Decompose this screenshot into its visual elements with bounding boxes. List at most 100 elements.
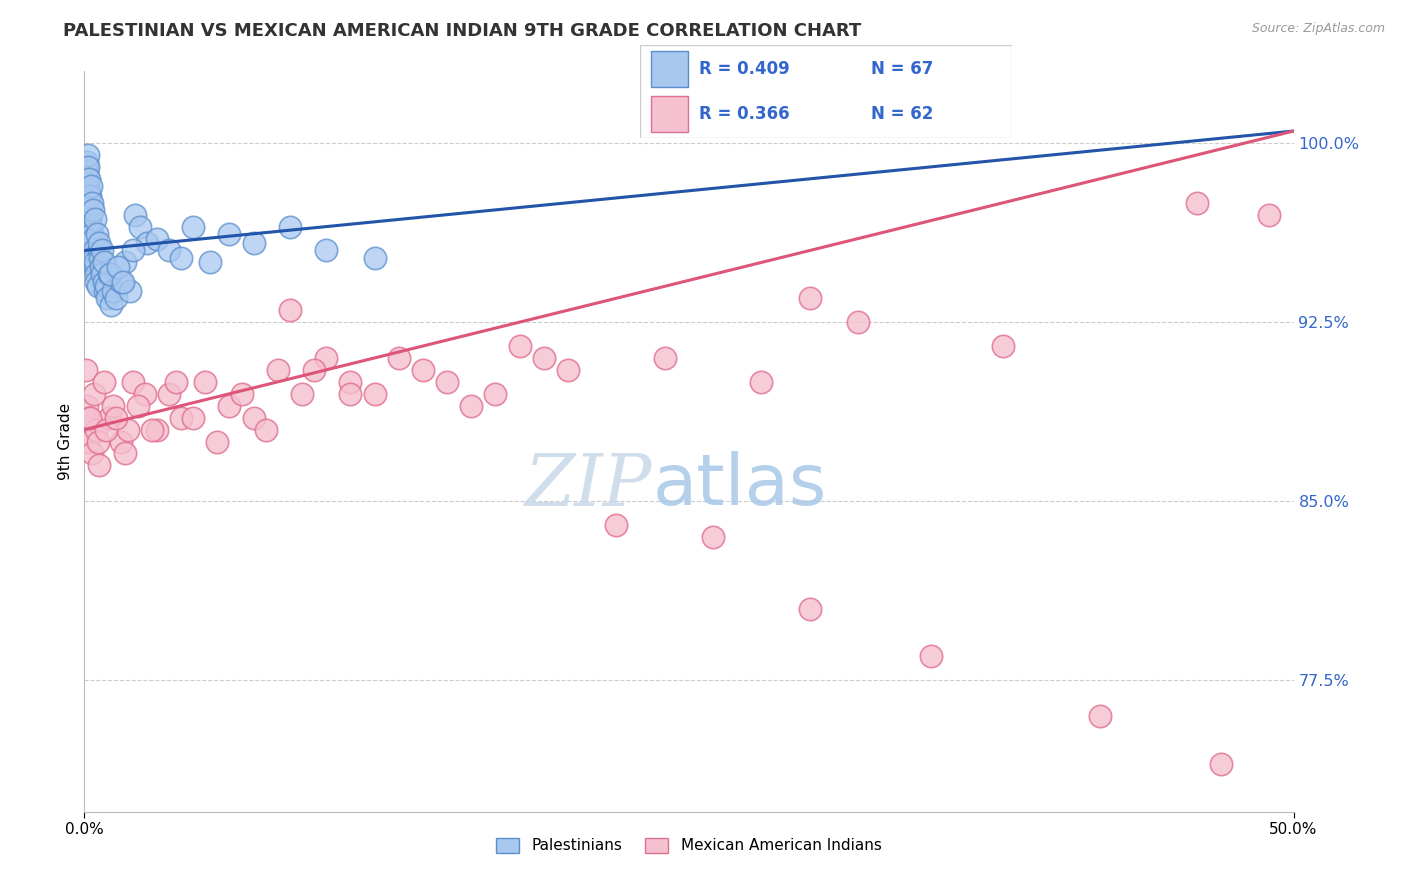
Point — [339, 386, 361, 401]
Point — [267, 363, 290, 377]
Point — [157, 244, 180, 258]
Point — [436, 375, 458, 389]
Point — [231, 386, 253, 401]
Point — [98, 268, 121, 282]
Point — [120, 284, 142, 298]
Point — [75, 363, 97, 377]
Point — [97, 410, 120, 425]
Point — [110, 434, 132, 449]
Y-axis label: 9th Grade: 9th Grade — [58, 403, 73, 480]
Text: PALESTINIAN VS MEXICAN AMERICAN INDIAN 9TH GRADE CORRELATION CHART: PALESTINIAN VS MEXICAN AMERICAN INDIAN 9… — [63, 22, 862, 40]
Point — [291, 386, 314, 401]
Point — [509, 339, 531, 353]
Text: N = 67: N = 67 — [870, 60, 934, 78]
Point — [112, 275, 135, 289]
Point — [80, 227, 103, 241]
Point — [76, 148, 98, 162]
Point — [96, 291, 118, 305]
Point — [82, 236, 104, 251]
Point — [134, 386, 156, 401]
Legend: Palestinians, Mexican American Indians: Palestinians, Mexican American Indians — [491, 831, 887, 860]
Point — [90, 244, 112, 258]
Point — [315, 351, 337, 365]
Point — [79, 188, 101, 202]
Point — [94, 279, 117, 293]
Point — [146, 423, 169, 437]
Point — [799, 601, 821, 615]
Text: atlas: atlas — [652, 451, 827, 520]
Point — [107, 260, 129, 275]
Point — [127, 399, 149, 413]
Point — [363, 251, 385, 265]
Point — [993, 339, 1015, 353]
Point — [100, 298, 122, 312]
Point — [93, 255, 115, 269]
Point — [86, 275, 108, 289]
Point — [799, 291, 821, 305]
Text: R = 0.366: R = 0.366 — [699, 105, 790, 123]
Point — [388, 351, 411, 365]
Point — [89, 251, 111, 265]
Point — [83, 386, 105, 401]
Point — [124, 208, 146, 222]
Point — [702, 530, 724, 544]
Point — [79, 208, 101, 222]
Point — [207, 434, 229, 449]
Point — [84, 268, 107, 282]
Point — [79, 212, 101, 227]
Point — [1088, 709, 1111, 723]
Point — [129, 219, 152, 234]
Point — [94, 284, 117, 298]
Point — [77, 188, 100, 202]
Point — [533, 351, 555, 365]
Point — [114, 446, 136, 460]
Text: Source: ZipAtlas.com: Source: ZipAtlas.com — [1251, 22, 1385, 36]
Point — [146, 231, 169, 245]
Point — [76, 155, 98, 169]
Point — [77, 160, 100, 174]
Point — [302, 363, 325, 377]
Point — [103, 284, 125, 298]
Point — [114, 255, 136, 269]
Point — [654, 351, 676, 365]
Point — [76, 171, 98, 186]
Point — [121, 375, 143, 389]
Point — [121, 244, 143, 258]
Point — [76, 164, 98, 178]
Point — [89, 236, 111, 251]
Point — [141, 423, 163, 437]
Point — [1258, 208, 1281, 222]
Point — [77, 202, 100, 217]
Point — [83, 260, 105, 275]
Point — [181, 219, 204, 234]
Point — [460, 399, 482, 413]
Point — [90, 260, 112, 275]
Point — [218, 227, 240, 241]
Point — [157, 386, 180, 401]
Point — [170, 251, 193, 265]
Point — [278, 219, 301, 234]
Point — [117, 423, 139, 437]
Point — [86, 434, 108, 449]
Point — [484, 386, 506, 401]
Point — [87, 458, 110, 473]
Point — [254, 423, 277, 437]
Point — [75, 195, 97, 210]
Point — [84, 255, 107, 269]
Point — [86, 227, 108, 241]
Text: ZIP: ZIP — [526, 450, 652, 521]
Point — [110, 275, 132, 289]
Point — [165, 375, 187, 389]
Point — [218, 399, 240, 413]
Point — [278, 303, 301, 318]
Point — [104, 410, 127, 425]
Point — [751, 375, 773, 389]
Point — [315, 244, 337, 258]
Text: N = 62: N = 62 — [870, 105, 934, 123]
Point — [79, 171, 101, 186]
Point — [83, 244, 105, 258]
Point — [181, 410, 204, 425]
Point — [557, 363, 579, 377]
Bar — [651, 51, 688, 87]
Point — [170, 410, 193, 425]
